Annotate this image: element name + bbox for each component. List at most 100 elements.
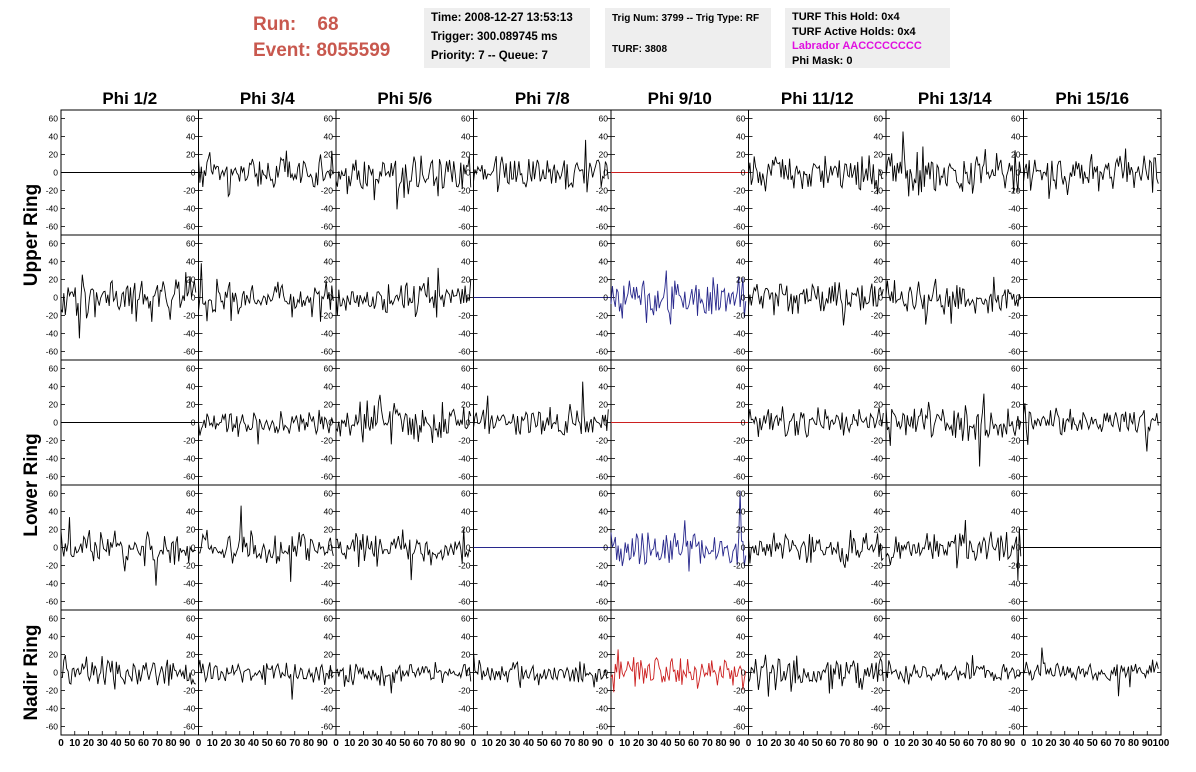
panel-frame [60, 609, 199, 736]
y-tick-label: -20 [46, 436, 59, 446]
y-tick-label: 60 [49, 489, 59, 499]
y-tick-label: -20 [458, 561, 471, 571]
y-tick-label: -20 [596, 561, 609, 571]
x-tick-label: 90 [317, 738, 329, 749]
x-tick-label: 50 [674, 738, 686, 749]
x-tick-label: 80 [853, 738, 865, 749]
row-group-label: Lower Ring [21, 433, 42, 536]
y-tick-label: 20 [1011, 525, 1021, 535]
y-tick-label: 0 [191, 168, 196, 178]
y-tick-label: -40 [733, 329, 746, 339]
x-tick-label: 20 [633, 738, 645, 749]
y-tick-label: 0 [603, 418, 608, 428]
x-tick-label: 80 [165, 738, 177, 749]
y-tick-label: -40 [321, 704, 334, 714]
x-tick-label: 70 [564, 738, 576, 749]
x-tick-label: 90 [867, 738, 879, 749]
y-tick-label: 20 [461, 525, 471, 535]
y-tick-label: 0 [328, 168, 333, 178]
trigger-info-box: Trig Num: 3799 -- Trig Type: RF TURF: 38… [605, 8, 771, 68]
y-tick-label: -60 [733, 597, 746, 607]
y-tick-label: 20 [186, 650, 196, 660]
x-tick-label: 20 [908, 738, 920, 749]
x-tick-label: 30 [784, 738, 796, 749]
y-tick-label: 40 [461, 632, 471, 642]
y-tick-label: 60 [736, 614, 746, 624]
y-tick-label: 40 [186, 507, 196, 517]
x-tick-label: 10 [482, 738, 494, 749]
y-tick-label: -20 [321, 686, 334, 696]
y-tick-label: -20 [733, 436, 746, 446]
y-tick-label: -60 [871, 347, 884, 357]
x-tick-label: 70 [1114, 738, 1126, 749]
x-tick-label: 80 [715, 738, 727, 749]
y-tick-label: 20 [324, 275, 334, 285]
y-tick-label: -60 [871, 472, 884, 482]
y-tick-label: 0 [741, 668, 746, 678]
y-tick-label: 20 [461, 275, 471, 285]
y-tick-label: 60 [461, 364, 471, 374]
x-tick-label: 0 [58, 738, 64, 749]
y-tick-label: -20 [871, 561, 884, 571]
x-tick-label: 70 [839, 738, 851, 749]
y-tick-label: 20 [186, 150, 196, 160]
y-tick-label: 60 [324, 489, 334, 499]
y-tick-label: 20 [599, 650, 609, 660]
y-tick-label: 60 [461, 239, 471, 249]
x-tick-label: 20 [495, 738, 507, 749]
y-tick-label: 60 [324, 239, 334, 249]
y-tick-label: 40 [324, 382, 334, 392]
y-tick-label: 40 [461, 132, 471, 142]
time-info-box: Time: 2008-12-27 13:53:13 Trigger: 300.0… [424, 8, 590, 68]
y-tick-label: 0 [191, 418, 196, 428]
y-tick-label: -20 [871, 436, 884, 446]
y-tick-label: 40 [324, 632, 334, 642]
waveform-trace [1023, 148, 1159, 199]
y-tick-label: -40 [596, 579, 609, 589]
y-tick-label: 0 [1016, 418, 1021, 428]
waveform-trace [748, 529, 884, 568]
y-tick-label: -40 [46, 704, 59, 714]
y-tick-label: 60 [186, 489, 196, 499]
panel-frame [885, 234, 1024, 361]
y-tick-label: 20 [186, 525, 196, 535]
y-tick-label: 60 [324, 364, 334, 374]
y-tick-label: -40 [1008, 579, 1021, 589]
x-tick-label: 30 [372, 738, 384, 749]
y-tick-label: 60 [736, 239, 746, 249]
run-number: 68 [317, 14, 339, 35]
x-tick-label: 30 [97, 738, 109, 749]
y-tick-label: 60 [874, 364, 884, 374]
y-tick-label: -60 [321, 347, 334, 357]
waveform-trace [335, 267, 472, 318]
y-tick-label: 0 [878, 168, 883, 178]
y-tick-label: 0 [741, 168, 746, 178]
waveform-trace [473, 139, 609, 193]
waveform-trace [198, 505, 334, 582]
y-tick-label: 60 [874, 239, 884, 249]
x-tick-label: 10 [619, 738, 631, 749]
y-tick-label: 60 [599, 364, 609, 374]
y-tick-label: 20 [49, 150, 59, 160]
y-tick-label: -40 [1008, 454, 1021, 464]
waveform-trace [1023, 403, 1159, 452]
y-tick-label: -20 [1008, 186, 1021, 196]
y-tick-label: -20 [46, 311, 59, 321]
y-tick-label: 60 [461, 614, 471, 624]
y-tick-label: 0 [603, 168, 608, 178]
y-tick-label: 60 [599, 614, 609, 624]
y-tick-label: 0 [191, 543, 196, 553]
x-tick-label: 0 [471, 738, 477, 749]
y-tick-label: -60 [321, 597, 334, 607]
x-tick-label: 10 [207, 738, 219, 749]
x-tick-label: 50 [812, 738, 824, 749]
y-tick-label: -40 [596, 204, 609, 214]
x-tick-label: 60 [275, 738, 287, 749]
x-tick-label: 50 [399, 738, 411, 749]
y-tick-label: -40 [321, 454, 334, 464]
y-tick-label: 0 [878, 293, 883, 303]
y-tick-label: 60 [49, 239, 59, 249]
column-header: Phi 7/8 [515, 89, 570, 108]
y-tick-label: 40 [874, 132, 884, 142]
